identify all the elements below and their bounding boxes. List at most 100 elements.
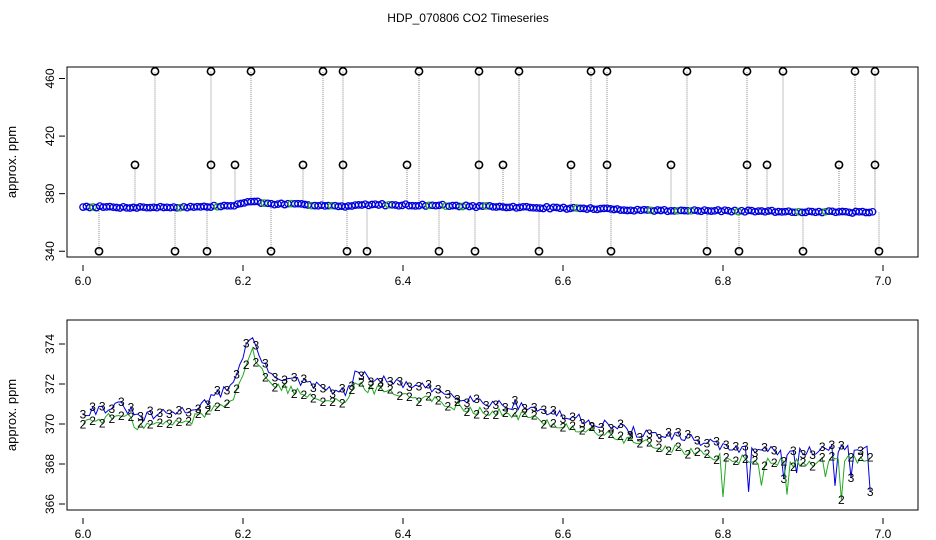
baseline-point (237, 199, 245, 208)
outlier-point (338, 66, 348, 76)
lower-y-tick-label: 368 (43, 454, 57, 474)
upper-y-tick-label: 380 (43, 183, 57, 203)
series-marker: 3 (531, 400, 538, 414)
upper-outlier-points (94, 66, 884, 256)
series-marker: 2 (80, 418, 87, 432)
series-marker: 2 (435, 393, 442, 407)
series-marker: 2 (252, 356, 259, 370)
upper-baseline-points (79, 197, 877, 217)
series-marker: 2 (790, 460, 797, 474)
series-marker: 3 (675, 426, 682, 440)
series-marker: 2 (185, 414, 192, 428)
series-marker: 2 (128, 410, 135, 424)
series-marker: 3 (752, 446, 759, 460)
series-marker: 2 (387, 382, 394, 396)
lower-series: 33 3 3 3 33 3 3 3 3 3 3 33 333 333 3 3 33 3 3 3 33 3 3 3 3 3 3 3 3 3 3… (80, 337, 874, 507)
series-marker: 2 (560, 420, 567, 434)
outlier-point (206, 66, 216, 76)
series-marker: 3 (320, 381, 327, 395)
series-marker: 2 (579, 424, 586, 438)
series-marker: 2 (233, 382, 240, 396)
series-marker: 3 (627, 429, 634, 443)
series-marker: 3 (310, 381, 317, 395)
outlier-point (94, 246, 104, 256)
series-marker: 2 (569, 419, 576, 433)
series-marker: 3 (444, 388, 451, 402)
outlier-point (362, 246, 372, 256)
series-marker: 3 (464, 396, 471, 410)
series-marker: 2 (176, 415, 183, 429)
outlier-point (498, 160, 508, 170)
lower-y-tick-label: 370 (43, 414, 57, 434)
series-marker: 2 (608, 427, 615, 441)
series-marker: 3 (550, 404, 557, 418)
series-line (82, 337, 871, 492)
series-marker: 2 (137, 417, 144, 431)
outlier-point (666, 160, 676, 170)
series-marker: 3 (156, 406, 163, 420)
baseline-point (394, 201, 403, 210)
series-marker: 2 (742, 452, 749, 466)
series-marker: 3 (646, 427, 653, 441)
series-marker: 2 (348, 383, 355, 397)
series-marker: 3 (848, 471, 855, 485)
series-marker: 3 (396, 375, 403, 389)
series-marker: 3 (828, 438, 835, 452)
upper-axes: 6.0 6.2 6.4 6.6 6.8 7.0 340 380 420 460 (43, 68, 892, 288)
series-marker: 3 (291, 371, 298, 385)
lower-axes: 6.0 6.2 6.4 6.6 6.8 7.0 366 368 370 372 374 (43, 334, 892, 540)
series-marker: 2 (732, 454, 739, 468)
series-marker: 2 (598, 428, 605, 442)
series-marker: 3 (492, 398, 499, 412)
outlier-point (778, 66, 788, 76)
lower-x-tick-label: 6.2 (235, 527, 252, 540)
outlier-point (130, 160, 140, 170)
series-marker: 2 (502, 406, 509, 420)
outlier-point (150, 66, 160, 76)
upper-x-tick-label: 6.4 (395, 274, 412, 288)
series-marker: 2 (684, 447, 691, 461)
series-marker: 3 (204, 398, 211, 412)
series-marker: 2 (848, 451, 855, 465)
outlier-point (834, 160, 844, 170)
series-marker: 2 (521, 406, 528, 420)
series-marker: 3 (137, 409, 144, 423)
series-marker: 2 (368, 378, 375, 392)
outlier-point (602, 160, 612, 170)
series-marker: 3 (339, 381, 346, 395)
series-marker: 2 (272, 381, 279, 395)
outlier-point (338, 160, 348, 170)
series-marker: 3 (521, 402, 528, 416)
series-marker: 3 (368, 375, 375, 389)
series-marker: 2 (281, 377, 288, 391)
outlier-point (266, 246, 276, 256)
series-marker: 2 (646, 436, 653, 450)
series-marker: 2 (300, 388, 307, 402)
series-marker: 2 (665, 444, 672, 458)
series-marker: 3 (329, 387, 336, 401)
baseline-point (868, 207, 877, 216)
baseline-point (411, 202, 420, 210)
outlier-point (870, 66, 880, 76)
series-marker: 3 (617, 417, 624, 431)
series-marker: 2 (166, 417, 173, 431)
series-marker: 3 (483, 399, 490, 413)
series-marker: 3 (540, 403, 547, 417)
series-marker: 3 (387, 374, 394, 388)
outlier-point (534, 246, 544, 256)
outlier-point (230, 160, 240, 170)
series-marker: 3 (99, 400, 106, 414)
outlier-point (246, 66, 256, 76)
series-marker: 3 (89, 400, 96, 414)
series-marker: 3 (732, 440, 739, 454)
outlier-point (470, 246, 480, 256)
series-marker: 2 (656, 441, 663, 455)
series-marker: 2 (224, 397, 231, 411)
baseline-point (865, 208, 874, 217)
outlier-point (202, 246, 212, 256)
series-marker: 2 (425, 390, 432, 404)
outlier-point (318, 66, 328, 76)
outlier-point (682, 66, 692, 76)
lower-y-axis-label: approx. ppm (4, 379, 19, 451)
series-marker: 2 (262, 371, 269, 385)
